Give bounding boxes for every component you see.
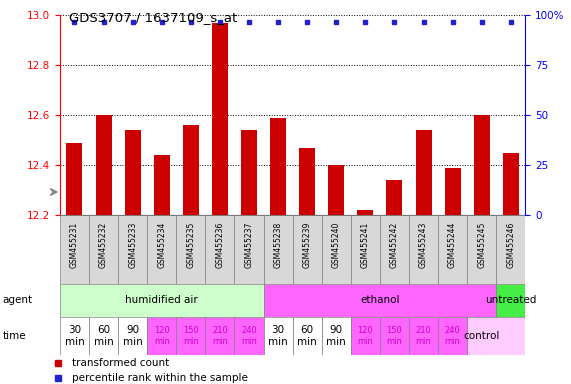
Bar xyxy=(445,167,461,215)
Text: transformed count: transformed count xyxy=(72,358,169,368)
Bar xyxy=(60,215,89,284)
Bar xyxy=(66,142,82,215)
Bar xyxy=(357,210,373,215)
Text: percentile rank within the sample: percentile rank within the sample xyxy=(72,373,248,383)
Text: 60
min: 60 min xyxy=(94,325,114,347)
Text: GSM455244: GSM455244 xyxy=(448,222,457,268)
Text: 30
min: 30 min xyxy=(268,325,288,347)
Bar xyxy=(416,130,432,215)
Bar xyxy=(264,317,293,355)
Bar xyxy=(206,317,235,355)
Text: GSM455242: GSM455242 xyxy=(390,222,399,268)
Bar xyxy=(235,215,264,284)
Bar xyxy=(60,317,89,355)
Text: GSM455232: GSM455232 xyxy=(99,222,108,268)
Text: GSM455245: GSM455245 xyxy=(477,222,486,268)
Text: GSM455235: GSM455235 xyxy=(186,222,195,268)
Bar xyxy=(496,284,525,317)
Bar xyxy=(409,215,438,284)
Text: 210
min: 210 min xyxy=(212,326,228,346)
Bar xyxy=(351,215,380,284)
Text: GSM455239: GSM455239 xyxy=(303,222,312,268)
Text: 240
min: 240 min xyxy=(445,326,461,346)
Bar xyxy=(474,115,490,215)
Bar xyxy=(321,215,351,284)
Text: 90
min: 90 min xyxy=(327,325,346,347)
Bar xyxy=(438,215,467,284)
Bar xyxy=(467,317,525,355)
Text: 90
min: 90 min xyxy=(123,325,143,347)
Text: GDS3707 / 1637109_s_at: GDS3707 / 1637109_s_at xyxy=(69,12,237,25)
Bar xyxy=(176,215,206,284)
Bar xyxy=(409,317,438,355)
Bar xyxy=(299,147,315,215)
Bar xyxy=(118,215,147,284)
Bar xyxy=(293,317,321,355)
Bar xyxy=(503,153,519,215)
Text: GSM455240: GSM455240 xyxy=(332,222,341,268)
Bar xyxy=(328,165,344,215)
Text: 150
min: 150 min xyxy=(387,326,403,346)
Bar xyxy=(60,284,264,317)
Bar xyxy=(438,317,467,355)
Text: GSM455238: GSM455238 xyxy=(274,222,283,268)
Bar xyxy=(206,215,235,284)
Text: humidified air: humidified air xyxy=(126,295,198,306)
Text: time: time xyxy=(3,331,26,341)
Text: 240
min: 240 min xyxy=(241,326,257,346)
Bar xyxy=(147,317,176,355)
Bar xyxy=(264,215,293,284)
Bar xyxy=(293,215,321,284)
Bar xyxy=(380,317,409,355)
Bar xyxy=(380,215,409,284)
Bar xyxy=(176,317,206,355)
Text: GSM455234: GSM455234 xyxy=(157,222,166,268)
Text: GSM455231: GSM455231 xyxy=(70,222,79,268)
Bar xyxy=(124,130,140,215)
Text: 210
min: 210 min xyxy=(416,326,432,346)
Text: 150
min: 150 min xyxy=(183,326,199,346)
Bar xyxy=(351,317,380,355)
Bar xyxy=(118,317,147,355)
Bar xyxy=(387,180,403,215)
Text: GSM455236: GSM455236 xyxy=(215,222,224,268)
Bar xyxy=(212,23,228,215)
Text: ethanol: ethanol xyxy=(360,295,400,306)
Text: 120
min: 120 min xyxy=(154,326,170,346)
Bar xyxy=(496,215,525,284)
Text: GSM455233: GSM455233 xyxy=(128,222,137,268)
Bar xyxy=(95,115,111,215)
Text: agent: agent xyxy=(3,295,33,306)
Bar xyxy=(89,317,118,355)
Text: untreated: untreated xyxy=(485,295,537,306)
Text: GSM455246: GSM455246 xyxy=(506,222,515,268)
Bar xyxy=(154,155,170,215)
Text: 30
min: 30 min xyxy=(65,325,85,347)
Bar xyxy=(183,125,199,215)
Bar xyxy=(235,317,264,355)
Text: GSM455237: GSM455237 xyxy=(244,222,254,268)
Text: 60
min: 60 min xyxy=(297,325,317,347)
Bar xyxy=(321,317,351,355)
Bar xyxy=(270,118,286,215)
Bar xyxy=(241,130,257,215)
Bar xyxy=(467,215,496,284)
Text: GSM455243: GSM455243 xyxy=(419,222,428,268)
Text: GSM455241: GSM455241 xyxy=(361,222,370,268)
Bar xyxy=(264,284,496,317)
Bar xyxy=(147,215,176,284)
Bar xyxy=(89,215,118,284)
Text: 120
min: 120 min xyxy=(357,326,373,346)
Text: control: control xyxy=(464,331,500,341)
